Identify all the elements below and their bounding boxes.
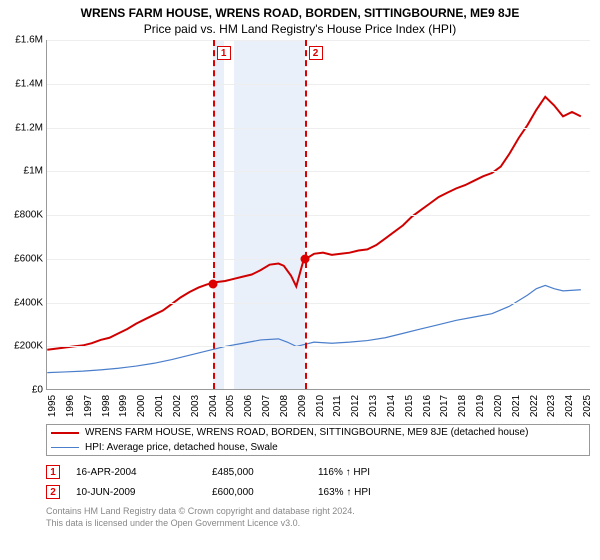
sale-row: 2 10-JUN-2009 £600,000 163% ↑ HPI (46, 482, 590, 502)
x-axis-label: 1996 (65, 395, 76, 417)
y-axis-label: £800K (1, 210, 43, 221)
y-axis-label: £0 (1, 385, 43, 396)
legend-label: HPI: Average price, detached house, Swal… (85, 442, 278, 453)
y-axis-label: £1.4M (1, 78, 43, 89)
legend-label: WRENS FARM HOUSE, WRENS ROAD, BORDEN, SI… (85, 427, 528, 438)
x-axis-label: 1995 (47, 395, 58, 417)
legend-row: WRENS FARM HOUSE, WRENS ROAD, BORDEN, SI… (47, 425, 589, 440)
sale-row-marker: 2 (46, 485, 60, 499)
x-axis-label: 2005 (225, 395, 236, 417)
sale-row: 1 16-APR-2004 £485,000 116% ↑ HPI (46, 462, 590, 482)
x-axis-label: 2004 (208, 395, 219, 417)
x-axis-label: 2016 (422, 395, 433, 417)
sale-marker-box: 2 (309, 46, 323, 60)
y-axis-label: £1.2M (1, 122, 43, 133)
sale-marker-dot (300, 254, 309, 263)
sale-row-pct: 116% ↑ HPI (318, 467, 418, 478)
legend-swatch (51, 447, 79, 448)
x-axis-label: 1999 (118, 395, 129, 417)
footer-line2: This data is licensed under the Open Gov… (46, 518, 590, 530)
gridline-h (47, 303, 590, 304)
gridline-h (47, 40, 590, 41)
x-axis-label: 2023 (546, 395, 557, 417)
x-axis-label: 1997 (83, 395, 94, 417)
x-axis-label: 2017 (439, 395, 450, 417)
gridline-h (47, 259, 590, 260)
gridline-h (47, 128, 590, 129)
chart-container: WRENS FARM HOUSE, WRENS ROAD, BORDEN, SI… (0, 0, 600, 529)
gridline-h (47, 346, 590, 347)
x-axis-label: 2000 (136, 395, 147, 417)
chart-subtitle: Price paid vs. HM Land Registry's House … (0, 20, 600, 40)
x-axis-label: 2003 (190, 395, 201, 417)
x-axis-label: 2002 (172, 395, 183, 417)
y-axis-label: £1M (1, 166, 43, 177)
sale-row-date: 16-APR-2004 (76, 467, 196, 478)
footer: Contains HM Land Registry data © Crown c… (46, 506, 590, 529)
sale-marker-line (213, 40, 215, 389)
y-axis-label: £600K (1, 253, 43, 264)
x-axis-label: 2008 (279, 395, 290, 417)
x-axis-label: 2021 (511, 395, 522, 417)
sale-marker-dot (208, 279, 217, 288)
x-axis-label: 2020 (493, 395, 504, 417)
sale-marker-line (305, 40, 307, 389)
gridline-h (47, 215, 590, 216)
sales-table: 1 16-APR-2004 £485,000 116% ↑ HPI 2 10-JUN-20… (46, 462, 590, 502)
x-axis-label: 2011 (332, 395, 343, 417)
series-red (47, 97, 581, 350)
sale-marker-box: 1 (217, 46, 231, 60)
sale-row-price: £600,000 (212, 487, 302, 498)
x-axis-label: 2006 (243, 395, 254, 417)
gridline-h (47, 84, 590, 85)
x-axis-label: 2007 (261, 395, 272, 417)
sale-row-pct: 163% ↑ HPI (318, 487, 418, 498)
x-axis-label: 2015 (404, 395, 415, 417)
legend: WRENS FARM HOUSE, WRENS ROAD, BORDEN, SI… (46, 424, 590, 456)
y-axis-label: £200K (1, 341, 43, 352)
x-axis-label: 2022 (529, 395, 540, 417)
gridline-h (47, 171, 590, 172)
x-axis-label: 2001 (154, 395, 165, 417)
x-axis-label: 2013 (368, 395, 379, 417)
y-axis-label: £1.6M (1, 35, 43, 46)
x-axis-label: 2024 (564, 395, 575, 417)
x-axis-label: 2025 (582, 395, 593, 417)
sale-row-date: 10-JUN-2009 (76, 487, 196, 498)
sale-row-marker: 1 (46, 465, 60, 479)
x-axis-label: 2009 (297, 395, 308, 417)
plot-area: £0£200K£400K£600K£800K£1M£1.2M£1.4M£1.6M… (46, 40, 590, 390)
x-axis-label: 1998 (101, 395, 112, 417)
chart-title: WRENS FARM HOUSE, WRENS ROAD, BORDEN, SI… (0, 0, 600, 20)
sale-row-price: £485,000 (212, 467, 302, 478)
footer-line1: Contains HM Land Registry data © Crown c… (46, 506, 590, 518)
x-axis-label: 2012 (350, 395, 361, 417)
legend-row: HPI: Average price, detached house, Swal… (47, 440, 589, 455)
y-axis-label: £400K (1, 297, 43, 308)
x-axis-label: 2014 (386, 395, 397, 417)
x-axis-label: 2019 (475, 395, 486, 417)
x-axis-label: 2010 (315, 395, 326, 417)
x-axis-label: 2018 (457, 395, 468, 417)
legend-swatch (51, 432, 79, 434)
